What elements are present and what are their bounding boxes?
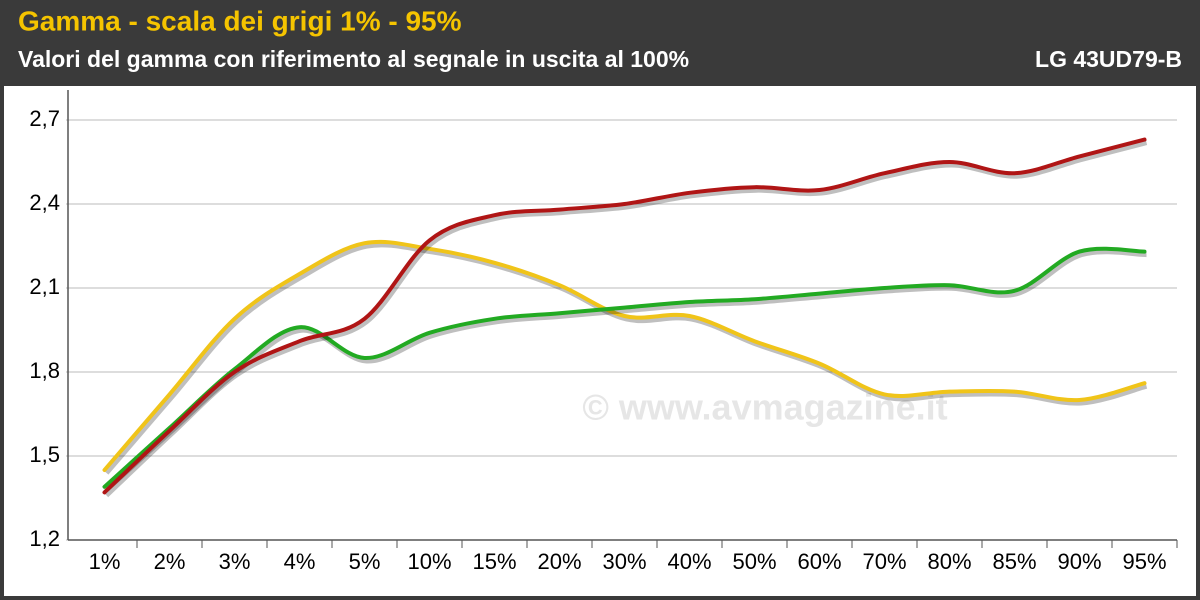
series-line (102, 246, 1147, 489)
y-tick-label: 2,4 (29, 190, 60, 215)
y-tick-label: 2,7 (29, 106, 60, 131)
line-shadow (104, 242, 1148, 475)
chart-title: Gamma - scala dei grigi 1% - 95% (18, 5, 462, 36)
watermark: © www.avmagazine.it (582, 387, 947, 428)
x-tick-label: 80% (927, 549, 971, 574)
x-tick-label: 30% (602, 549, 646, 574)
y-tick-label: 2,1 (29, 274, 60, 299)
y-tick-label: 1,2 (29, 526, 60, 551)
x-tick-label: 20% (537, 549, 581, 574)
x-tick-label: 60% (797, 549, 841, 574)
model-name: LG 43UD79-B (1035, 46, 1182, 72)
y-tick-label: 1,5 (29, 442, 60, 467)
y-tick-label: 1,8 (29, 358, 60, 383)
x-tick-label: 5% (349, 549, 381, 574)
x-tick-label: 2% (154, 549, 186, 574)
x-tick-label: 95% (1122, 549, 1166, 574)
x-tick-label: 3% (219, 549, 251, 574)
chart-subtitle: Valori del gamma con riferimento al segn… (18, 46, 689, 72)
series-line (102, 239, 1147, 472)
plot-background (4, 86, 1196, 596)
series-line (102, 137, 1147, 495)
x-tick-label: 10% (407, 549, 451, 574)
x-tick-label: 50% (732, 549, 776, 574)
x-tick-label: 15% (472, 549, 516, 574)
line-shadow (104, 140, 1148, 498)
x-tick-label: 40% (667, 549, 711, 574)
x-tick-label: 90% (1057, 549, 1101, 574)
x-tick-label: 85% (992, 549, 1036, 574)
line-shadow (104, 249, 1147, 492)
x-tick-label: 1% (89, 549, 121, 574)
x-tick-label: 4% (284, 549, 316, 574)
x-tick-label: 70% (862, 549, 906, 574)
